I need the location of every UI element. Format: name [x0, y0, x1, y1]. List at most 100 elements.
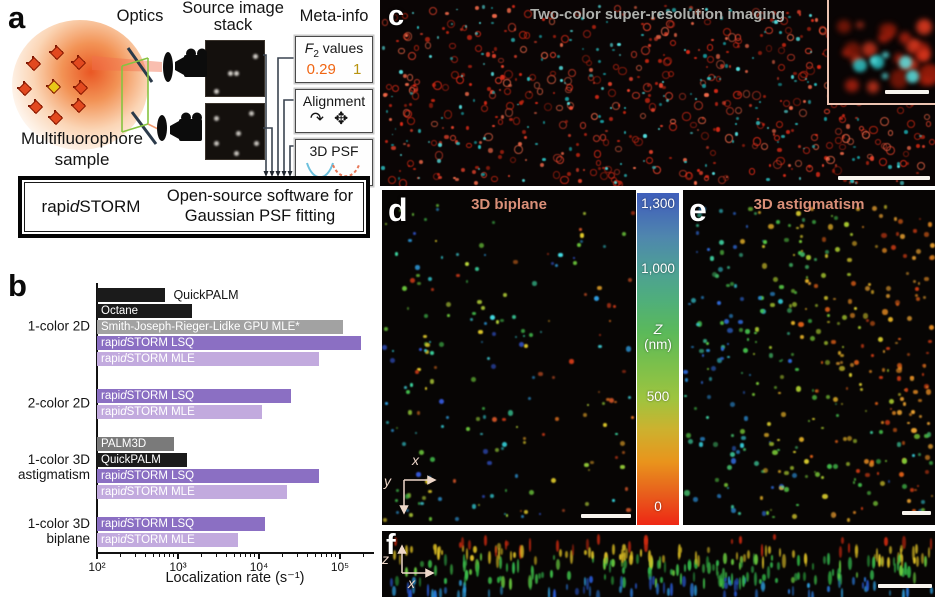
speckle — [752, 137, 761, 146]
speckle — [761, 510, 767, 516]
speckle — [770, 485, 775, 490]
speckle — [825, 306, 831, 312]
speckle — [497, 577, 500, 583]
speckle — [718, 176, 727, 185]
speckle — [697, 48, 700, 51]
speckle — [779, 484, 785, 490]
speckle — [762, 95, 767, 99]
speckle — [528, 332, 534, 338]
speckle — [528, 538, 532, 552]
speckle — [436, 158, 441, 163]
speckle — [533, 555, 537, 565]
speckle — [477, 145, 482, 149]
speckle — [444, 587, 448, 594]
speckle — [487, 550, 491, 564]
psf-title: 3D PSF — [309, 143, 359, 160]
speckle — [720, 578, 723, 588]
speckle — [505, 514, 509, 518]
speckle — [788, 359, 793, 364]
speckle — [466, 427, 471, 432]
speckle — [487, 357, 491, 361]
speckle — [480, 432, 484, 436]
speckle — [797, 72, 807, 82]
speckle — [633, 166, 636, 170]
speckle — [857, 155, 861, 159]
speckle — [667, 70, 674, 78]
speckle — [745, 43, 750, 48]
speckle — [610, 575, 615, 586]
speckle — [622, 567, 626, 574]
scale-bar — [885, 90, 929, 94]
speckle — [760, 308, 766, 314]
speckle — [725, 106, 735, 116]
speckle — [593, 82, 596, 85]
speckle — [926, 351, 929, 354]
speckle — [550, 569, 554, 578]
speckle — [695, 231, 700, 235]
bar-label: rapidSTORM MLE — [101, 534, 195, 546]
speckle — [929, 538, 932, 550]
speckle — [870, 55, 885, 69]
speckle — [693, 181, 698, 185]
minor-tick — [331, 553, 333, 557]
speckle — [927, 546, 930, 559]
speckle — [777, 147, 782, 153]
speckle — [647, 93, 651, 97]
f2-title-rest: values — [318, 40, 364, 56]
speckle — [407, 590, 411, 597]
speckle — [718, 575, 722, 588]
speckle — [759, 101, 761, 104]
speckle — [865, 409, 868, 412]
speckle — [576, 152, 581, 158]
speckle — [851, 180, 855, 183]
speckle — [553, 153, 562, 163]
speckle — [724, 581, 728, 589]
speckle — [769, 302, 775, 308]
speckle — [538, 371, 543, 377]
speckle — [564, 81, 567, 84]
speckle — [804, 279, 810, 284]
speckle — [609, 398, 615, 404]
speckle — [501, 575, 505, 589]
speckle — [733, 90, 742, 100]
speckle — [403, 109, 412, 119]
speckle — [626, 346, 632, 352]
speckle — [406, 307, 410, 310]
speckle — [791, 302, 797, 308]
speckle — [479, 242, 485, 248]
speckle — [491, 50, 495, 53]
speckle — [907, 565, 911, 578]
speckle — [558, 121, 567, 129]
speckle — [603, 423, 607, 427]
speckle — [788, 106, 793, 111]
speckle — [407, 116, 415, 125]
speckle — [823, 555, 826, 565]
speckle — [854, 307, 858, 311]
speckle — [785, 130, 790, 134]
speckle — [844, 222, 849, 227]
speckle — [472, 311, 476, 316]
speckle — [772, 133, 776, 136]
speckle — [557, 54, 560, 58]
speckle — [762, 556, 765, 570]
speckle — [734, 106, 743, 115]
speckle — [779, 374, 784, 379]
speckle — [453, 176, 456, 179]
minor-tick — [173, 553, 175, 557]
move-arrows-icon: ✥ — [334, 108, 359, 128]
speckle — [410, 128, 414, 133]
speckle — [561, 34, 570, 43]
speckle — [852, 439, 857, 443]
speckle — [573, 261, 577, 265]
speckle — [438, 588, 443, 597]
speckle — [479, 553, 482, 561]
speckle — [800, 35, 804, 39]
speckle — [614, 456, 618, 460]
speckle — [704, 92, 709, 97]
speckle — [630, 416, 634, 419]
speckle — [840, 573, 843, 585]
speckle — [709, 256, 715, 261]
tick-label: 10² — [88, 560, 106, 574]
speckle — [637, 76, 640, 79]
speckle — [507, 410, 514, 416]
